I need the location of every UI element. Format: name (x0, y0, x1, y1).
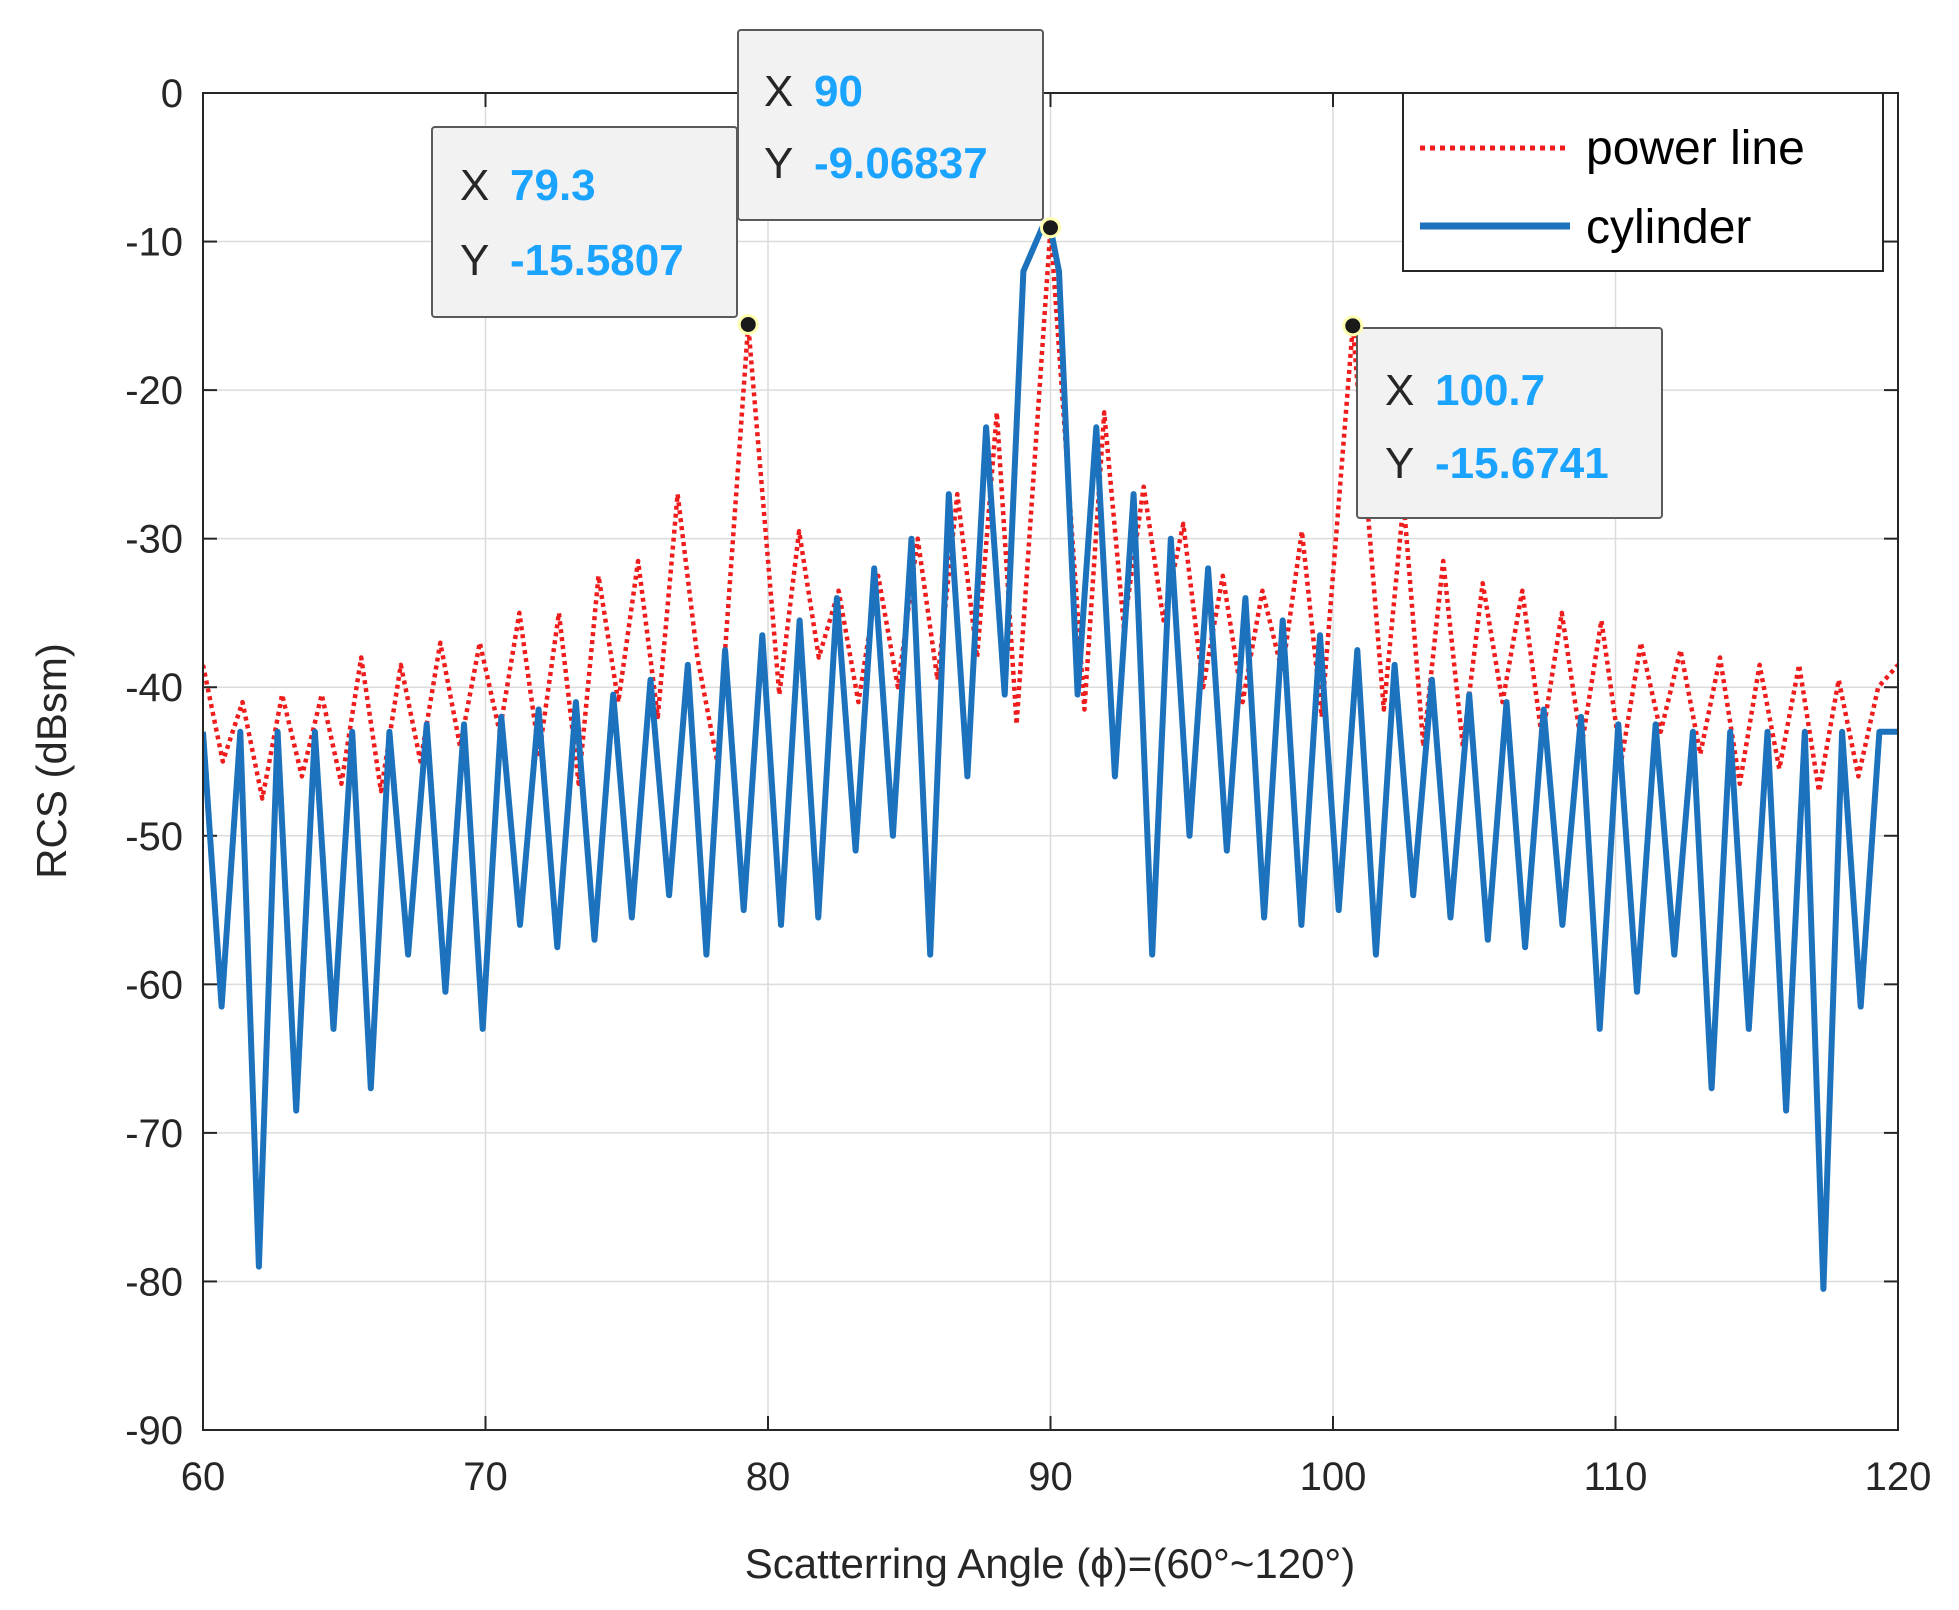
datatip-x-key: X (460, 161, 489, 210)
y-tick-label: -40 (125, 666, 183, 710)
x-tick-label: 120 (1865, 1455, 1932, 1499)
legend: power line cylinder (1402, 92, 1884, 272)
y-tick-label: -50 (125, 815, 183, 859)
y-tick-label: -10 (125, 221, 183, 265)
y-tick-label: -60 (125, 963, 183, 1007)
legend-box (1402, 92, 1884, 272)
legend-label-power-line: power line (1586, 122, 1805, 175)
datatips: X 79.3 Y -15.5807 X 90 Y -9.06837 X 100.… (431, 29, 1663, 519)
datatip: X 79.3 Y -15.5807 (431, 126, 738, 318)
plot-frame (202, 92, 1899, 1431)
datatip-box (737, 29, 1044, 221)
y-axis-ticks: 0 -10 -20 -30 -40 -50 -60 -70 -80 -90 (125, 72, 1898, 1453)
datatip-marker (1040, 217, 1061, 239)
legend-label-cylinder: cylinder (1586, 201, 1751, 254)
x-tick-label: 60 (181, 1455, 226, 1499)
datatip-y-value: -9.06837 (814, 139, 988, 188)
datatip: X 90 Y -9.06837 (737, 29, 1044, 221)
y-tick-label: 0 (161, 72, 183, 116)
datatip-markers (737, 217, 1364, 337)
x-tick-label: 70 (463, 1455, 508, 1499)
x-axis-label: Scatterring Angle (ϕ)=(60°~120°) (745, 1540, 1355, 1587)
x-tick-label: 80 (746, 1455, 791, 1499)
datatip-x-key: X (764, 67, 793, 116)
datatip-y-value: -15.5807 (510, 236, 684, 285)
y-tick-label: -20 (125, 369, 183, 413)
datatip-box (431, 126, 738, 318)
datatip: X 100.7 Y -15.6741 (1356, 327, 1663, 519)
x-axis-ticks: 60 70 80 90 100 110 120 (181, 93, 1932, 1499)
datatip-marker (737, 313, 759, 335)
datatip-x-value: 90 (814, 67, 863, 116)
datatip-x-value: 79.3 (510, 161, 596, 210)
datatip-y-key: Y (460, 236, 489, 285)
datatip-x-key: X (1385, 366, 1414, 415)
y-tick-label: -90 (125, 1409, 183, 1453)
series-power-line (203, 225, 1898, 801)
datatip-y-key: Y (1385, 439, 1414, 488)
datatip-x-value: 100.7 (1435, 366, 1545, 415)
datatip-marker (1342, 315, 1364, 337)
y-tick-label: -80 (125, 1260, 183, 1304)
y-tick-label: -70 (125, 1112, 183, 1156)
x-tick-label: 110 (1584, 1455, 1648, 1499)
datatip-y-value: -15.6741 (1435, 439, 1609, 488)
y-axis-label: RCS (dBsm) (28, 643, 75, 879)
x-tick-label: 90 (1028, 1455, 1073, 1499)
datatip-box (1356, 327, 1663, 519)
y-tick-label: -30 (125, 518, 183, 562)
datatip-y-key: Y (764, 139, 793, 188)
x-tick-label: 100 (1300, 1455, 1367, 1499)
